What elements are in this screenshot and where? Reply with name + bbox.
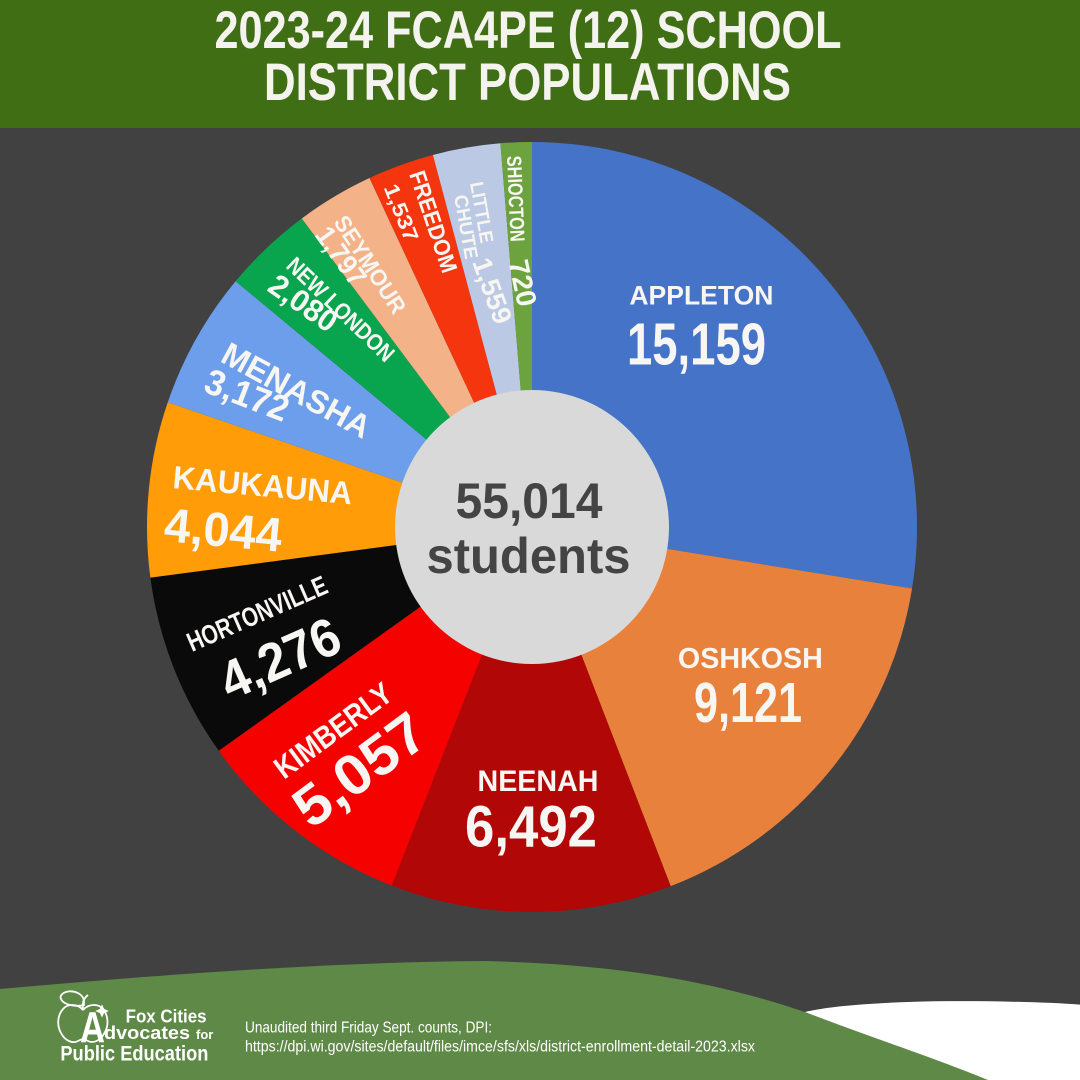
svg-text:APPLETON: APPLETON xyxy=(629,281,773,311)
svg-text:DISTRICT POPULATIONS: DISTRICT POPULATIONS xyxy=(264,53,791,112)
svg-text:Public Education: Public Education xyxy=(60,1043,208,1066)
svg-text:Fox Cities: Fox Cities xyxy=(126,1007,207,1027)
svg-text:dvocates: dvocates xyxy=(104,1023,190,1043)
svg-text:https://dpi.wi.gov/sites/defau: https://dpi.wi.gov/sites/default/files/i… xyxy=(245,1039,755,1056)
svg-text:SHIOCTON: SHIOCTON xyxy=(502,155,529,242)
svg-text:Unaudited third Friday Sept. c: Unaudited third Friday Sept. counts, DPI… xyxy=(245,1020,492,1037)
svg-text:for: for xyxy=(196,1027,213,1042)
svg-text:OSHKOSH: OSHKOSH xyxy=(678,643,823,675)
svg-text:9,121: 9,121 xyxy=(694,671,802,735)
svg-text:NEENAH: NEENAH xyxy=(478,765,599,798)
svg-text:6,492: 6,492 xyxy=(465,794,597,859)
svg-text:students: students xyxy=(427,528,631,584)
svg-text:4,044: 4,044 xyxy=(162,499,285,563)
svg-text:2023-24 FCA4PE (12) SCHOOL: 2023-24 FCA4PE (12) SCHOOL xyxy=(215,1,842,60)
svg-text:15,159: 15,159 xyxy=(627,312,766,378)
svg-text:55,014: 55,014 xyxy=(456,473,603,529)
